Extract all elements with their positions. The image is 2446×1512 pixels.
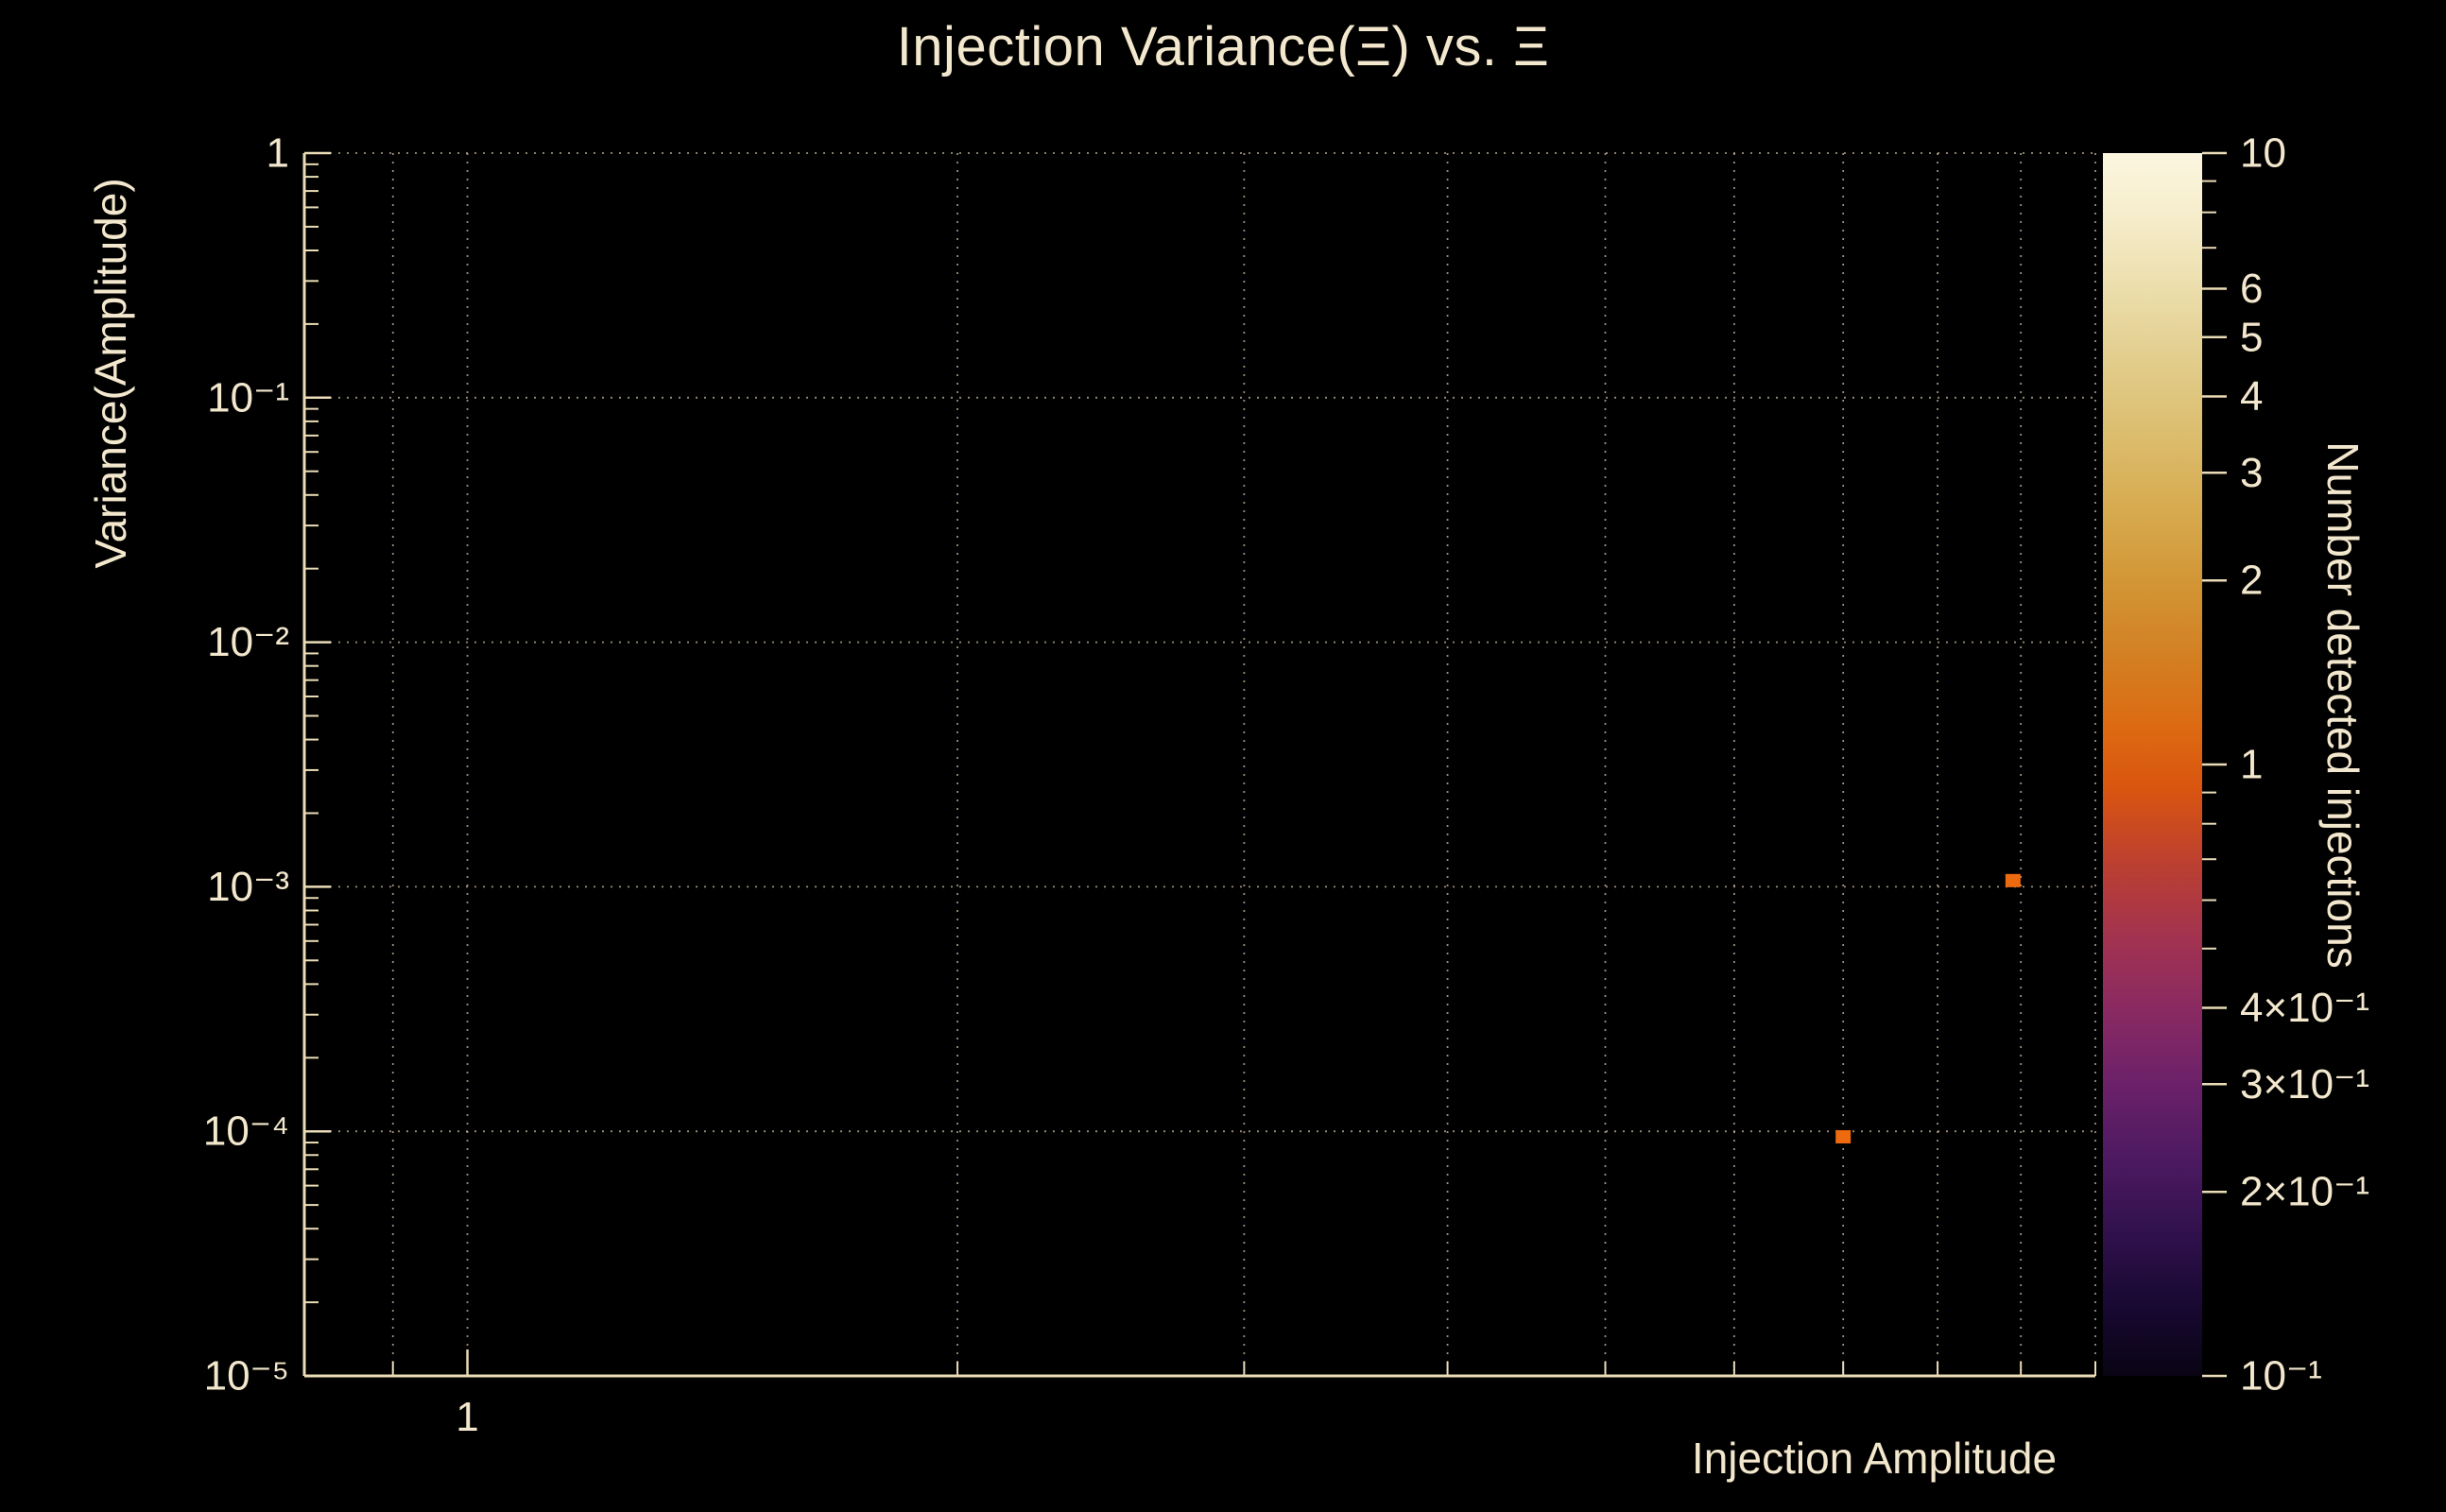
y-tick-label: 10⁻⁵ [204,1353,289,1400]
y-tick-label: 10⁻¹ [207,374,289,421]
colorbar-label: Number detected injections [2318,441,2368,969]
colorbar-tick-label: 2×10⁻¹ [2240,1169,2369,1215]
y-tick-label: 10⁻⁴ [203,1108,289,1155]
data-point [2005,873,2021,887]
colorbar-tick-label: 2 [2240,558,2263,604]
data-point [1835,1129,1852,1143]
x-tick-label: 1 [456,1394,478,1440]
colorbar-tick-label: 6 [2240,266,2263,312]
y-tick-label: 10⁻³ [207,864,289,910]
chart-title: Injection Variance(Ξ) vs. Ξ [896,16,1550,77]
x-axis-label: Injection Amplitude [1691,1434,2058,1483]
y-tick-label: 10⁻² [207,619,289,665]
colorbar-tick-label: 3×10⁻¹ [2240,1061,2369,1108]
y-tick-label: 1 [267,130,289,177]
y-axis-label: Variance(Amplitude) [86,178,135,569]
colorbar-tick-label: 1 [2240,742,2263,788]
colorbar-tick-label: 4×10⁻¹ [2240,985,2369,1031]
colorbar-tick-label: 10⁻¹ [2240,1353,2322,1400]
colorbar [2103,153,2202,1376]
colorbar-tick-label: 3 [2240,450,2263,496]
colorbar-tick-label: 4 [2240,373,2263,420]
colorbar-tick-label: 10 [2240,130,2286,177]
colorbar-tick-label: 5 [2240,314,2263,360]
